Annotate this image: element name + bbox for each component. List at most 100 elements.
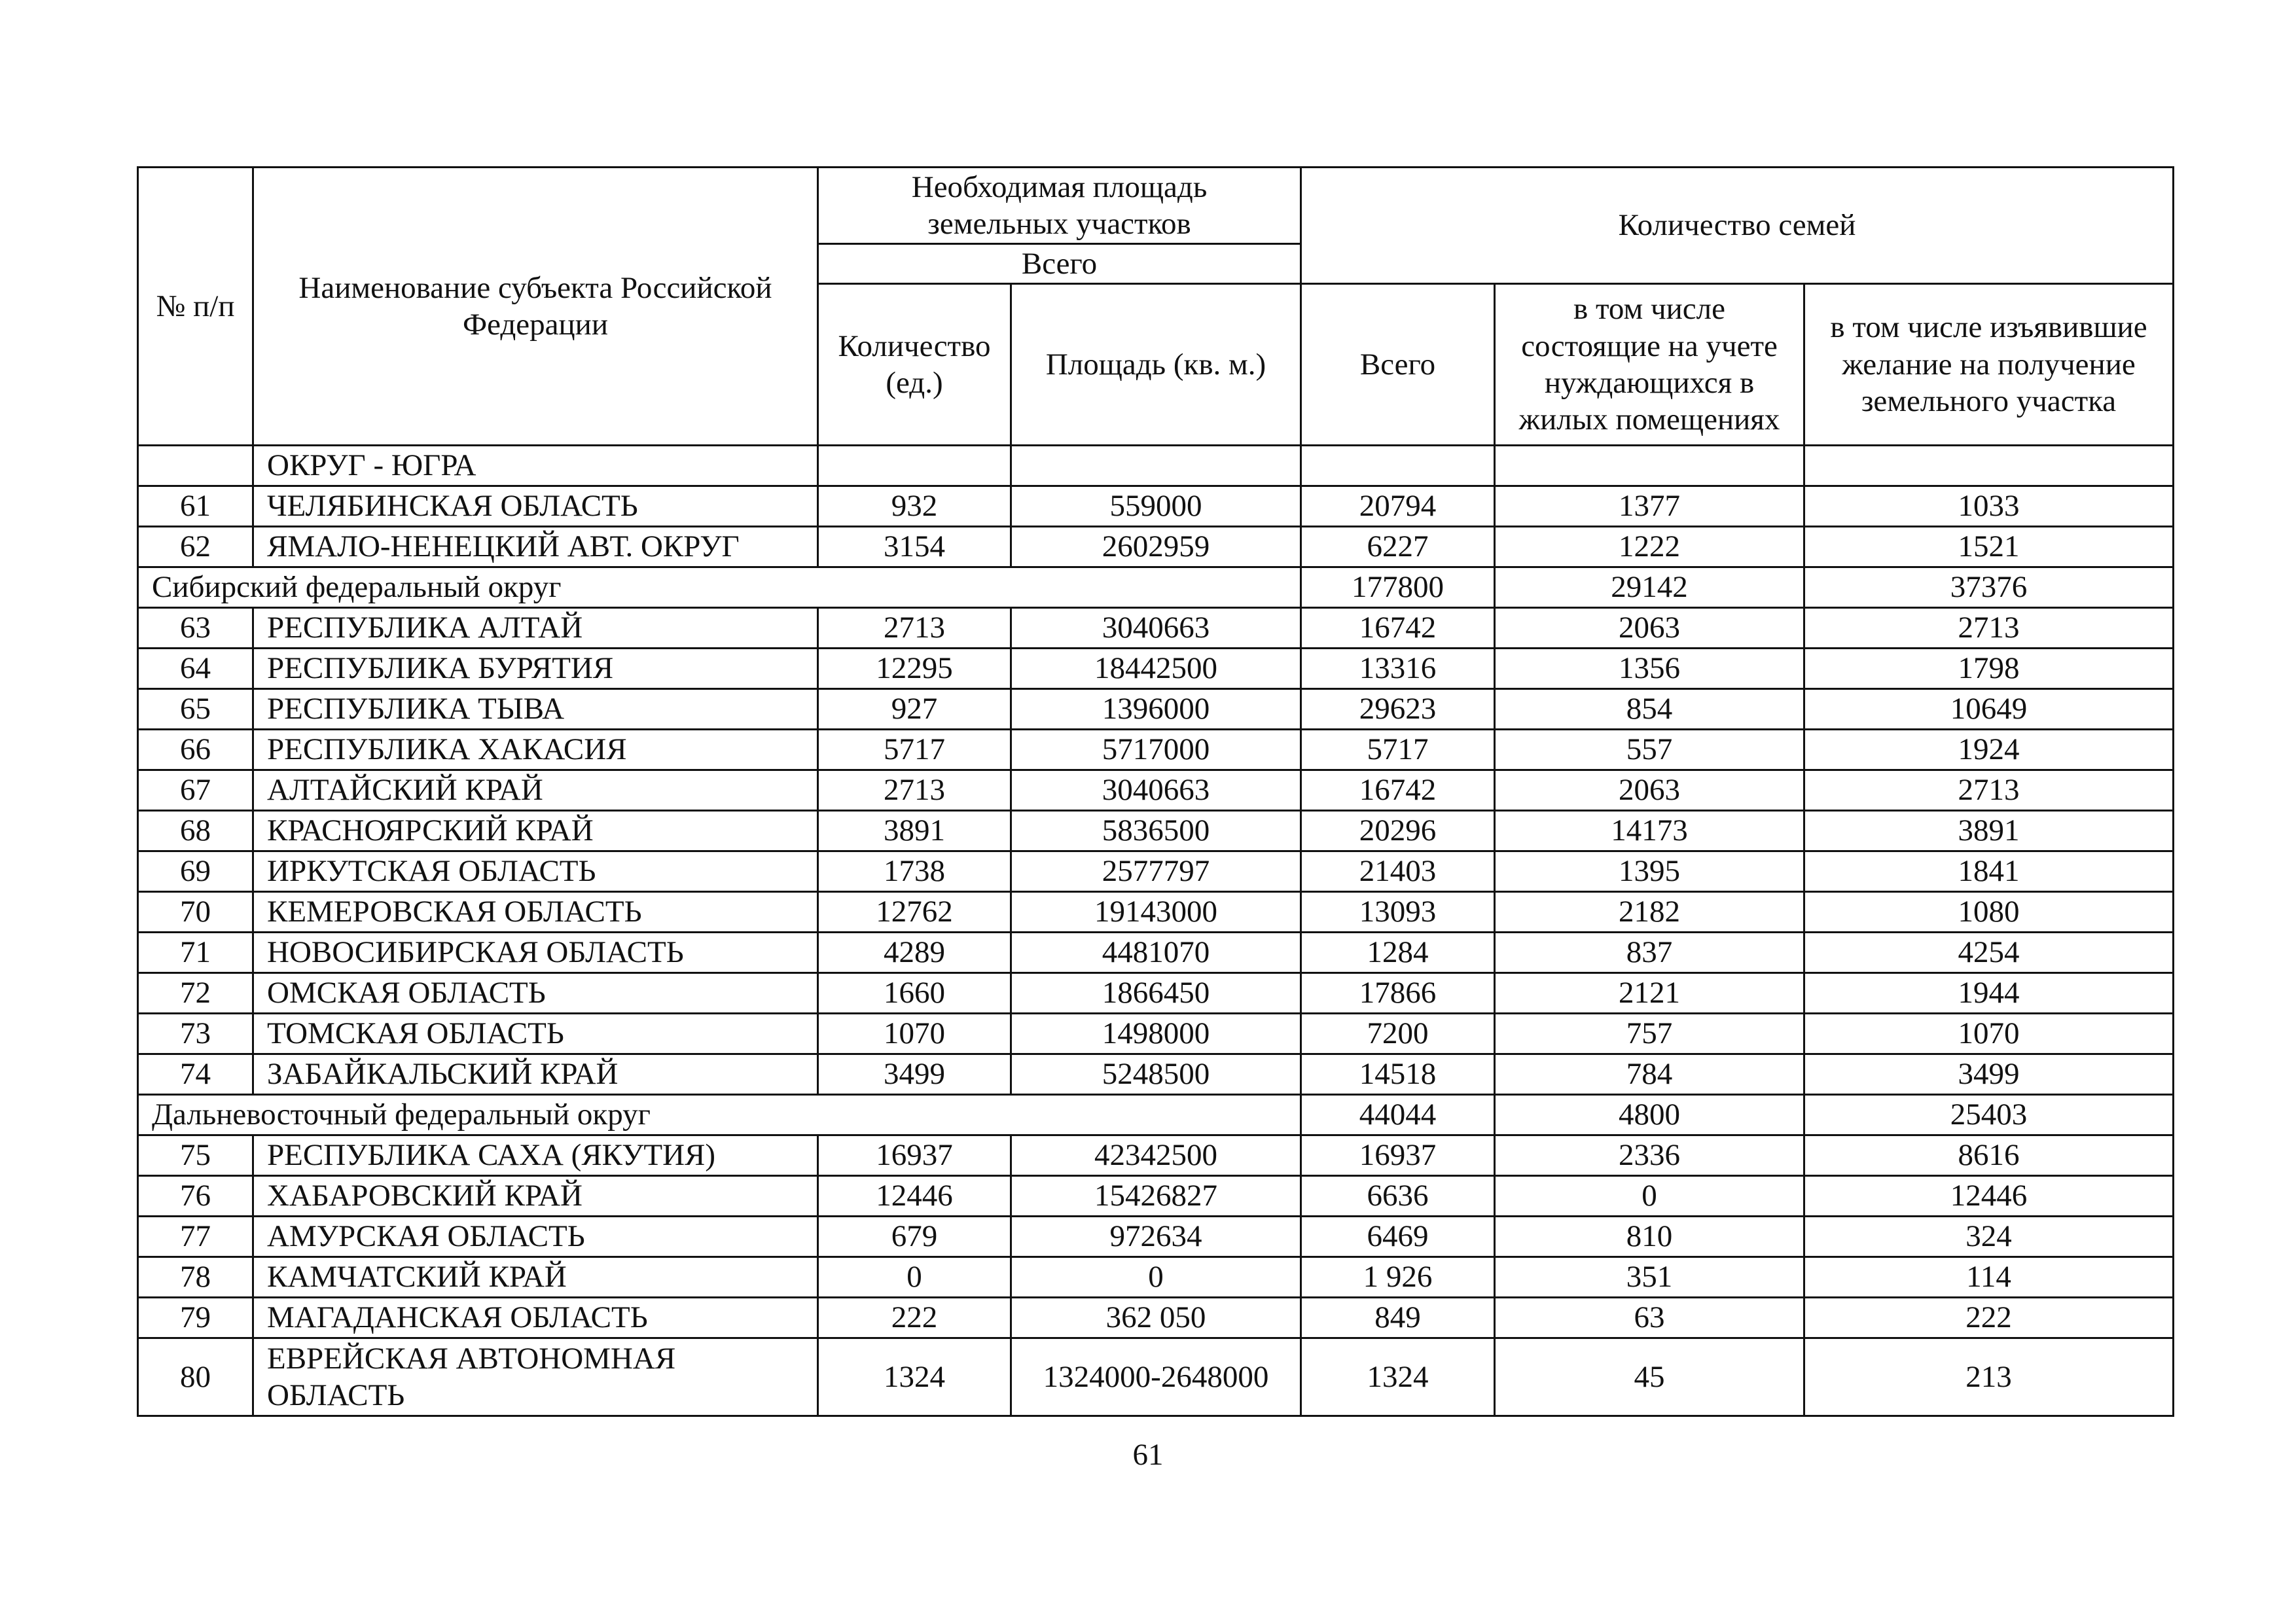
- table-cell: 70: [137, 891, 254, 933]
- table-cell: 1284: [1300, 931, 1496, 974]
- page-number: 61: [1132, 1438, 1164, 1472]
- table-cell: 76: [137, 1175, 254, 1217]
- table-cell: 44044: [1300, 1094, 1496, 1136]
- header-cell: в том числе состоящие на учете нуждающих…: [1494, 283, 1806, 446]
- table-cell: КРАСНОЯРСКИЙ КРАЙ: [252, 810, 819, 852]
- table-cell: 19143000: [1009, 891, 1302, 933]
- table-row: 76 ХАБАРОВСКИЙ КРАЙ 12446 15426827 6636 0 1244…: [137, 1175, 2175, 1217]
- table-cell: КАМЧАТСКИЙ КРАЙ: [252, 1256, 819, 1298]
- table-cell: 5717: [1300, 728, 1496, 771]
- table-cell: 12446: [1803, 1175, 2175, 1217]
- table-cell: 12762: [817, 891, 1012, 933]
- table-cell: 16937: [817, 1134, 1012, 1177]
- table-cell: ЕВРЕЙСКАЯ АВТОНОМНАЯ ОБЛАСТЬ: [252, 1337, 819, 1417]
- table-cell: 14518: [1300, 1053, 1496, 1096]
- table-cell: 3499: [1803, 1053, 2175, 1096]
- table-cell: 63: [137, 607, 254, 649]
- table-cell: 3499: [817, 1053, 1012, 1096]
- table-cell: РЕСПУБЛИКА АЛТАЙ: [252, 607, 819, 649]
- header-cell: № п/п: [137, 166, 254, 446]
- table-cell: 222: [1803, 1296, 2175, 1339]
- table-cell: 18442500: [1009, 647, 1302, 690]
- table-cell: 1521: [1803, 526, 2175, 568]
- table-row: 62 ЯМАЛО-НЕНЕЦКИЙ АВТ. ОКРУГ 3154 2602959 62…: [137, 526, 2175, 568]
- table-row: Дальневосточный федеральный округ 44044 48…: [136, 1094, 2175, 1136]
- table-cell: 4481070: [1009, 931, 1302, 974]
- table-cell: 79: [137, 1296, 254, 1339]
- table-cell: 3891: [1803, 810, 2175, 852]
- table-cell: 972634: [1009, 1215, 1302, 1258]
- table-cell: 2182: [1494, 891, 1806, 933]
- header-cell: Количество (ед.): [817, 283, 1012, 446]
- table-cell: 12295: [817, 647, 1012, 690]
- table-row: 64 РЕСПУБЛИКА БУРЯТИЯ 12295 18442500 13316 13…: [137, 647, 2175, 690]
- table-cell: ОМСКАЯ ОБЛАСТЬ: [252, 972, 819, 1014]
- table-cell: 559000: [1009, 485, 1302, 527]
- table-cell: РЕСПУБЛИКА ТЫВА: [252, 688, 819, 730]
- table-row: 67 АЛТАЙСКИЙ КРАЙ 2713 3040663 16742 2063 2713: [137, 769, 2175, 812]
- table-cell: 1324: [817, 1337, 1012, 1417]
- table-cell: 1944: [1803, 972, 2175, 1014]
- header-cell: Наименование субъекта Российской Федерац…: [252, 166, 819, 446]
- table-cell: 784: [1494, 1053, 1806, 1096]
- table-cell: 64: [137, 647, 254, 690]
- table-cell: 1 926: [1300, 1256, 1496, 1298]
- table-cell: ТОМСКАЯ ОБЛАСТЬ: [252, 1012, 819, 1055]
- table-cell: 78: [137, 1256, 254, 1298]
- table-cell: 1222: [1494, 526, 1806, 568]
- header-cell: Всего: [1300, 283, 1496, 446]
- table-cell: ЧЕЛЯБИНСКАЯ ОБЛАСТЬ: [252, 485, 819, 527]
- table-cell: 2121: [1494, 972, 1806, 1014]
- table-row: 71 НОВОСИБИРСКАЯ ОБЛАСТЬ 4289 4481070 1284 83…: [137, 931, 2175, 974]
- table-cell: 679: [817, 1215, 1012, 1258]
- table-cell: 29623: [1300, 688, 1496, 730]
- table-cell: 21403: [1300, 850, 1496, 893]
- table-cell: 68: [137, 810, 254, 852]
- table-cell: 2713: [1803, 769, 2175, 812]
- table-cell: [1494, 444, 1806, 487]
- table-cell: 2336: [1494, 1134, 1806, 1177]
- table-cell: 213: [1803, 1337, 2175, 1417]
- table-cell: 2063: [1494, 769, 1806, 812]
- table-cell: РЕСПУБЛИКА САХА (ЯКУТИЯ): [252, 1134, 819, 1177]
- table-cell: 77: [137, 1215, 254, 1258]
- table-cell: Сибирский федеральный округ: [136, 566, 1302, 609]
- table-cell: 1841: [1803, 850, 2175, 893]
- table-cell: 5836500: [1009, 810, 1302, 852]
- table-cell: 65: [137, 688, 254, 730]
- table-row: ОКРУГ - ЮГРА: [137, 444, 2175, 487]
- table-cell: 324: [1803, 1215, 2175, 1258]
- table-cell: ОКРУГ - ЮГРА: [252, 444, 819, 487]
- table-cell: ХАБАРОВСКИЙ КРАЙ: [252, 1175, 819, 1217]
- table-cell: 5717: [817, 728, 1012, 771]
- table-row: 72 ОМСКАЯ ОБЛАСТЬ 1660 1866450 17866 2121 1944: [137, 972, 2175, 1014]
- table-cell: 3891: [817, 810, 1012, 852]
- table-row: 79 МАГАДАНСКАЯ ОБЛАСТЬ 222 362 050 849 63 222: [137, 1296, 2175, 1339]
- table-row: 70 КЕМЕРОВСКАЯ ОБЛАСТЬ 12762 19143000 13093 2…: [137, 891, 2175, 933]
- table-cell: 67: [137, 769, 254, 812]
- table-cell: 42342500: [1009, 1134, 1302, 1177]
- table-cell: 4800: [1494, 1094, 1806, 1136]
- table-cell: 15426827: [1009, 1175, 1302, 1217]
- table-cell: 73: [137, 1012, 254, 1055]
- table-cell: 10649: [1803, 688, 2175, 730]
- table-cell: 557: [1494, 728, 1806, 771]
- table-cell: 2713: [817, 769, 1012, 812]
- table-cell: 3154: [817, 526, 1012, 568]
- table-cell: 1498000: [1009, 1012, 1302, 1055]
- table-cell: 1377: [1494, 485, 1806, 527]
- table-cell: 1660: [817, 972, 1012, 1014]
- table-row: 61 ЧЕЛЯБИНСКАЯ ОБЛАСТЬ 932 559000 20794 1377 1…: [137, 485, 2175, 527]
- table-cell: 927: [817, 688, 1012, 730]
- table-cell: 114: [1803, 1256, 2175, 1298]
- table-cell: [1803, 444, 2175, 487]
- table-cell: АЛТАЙСКИЙ КРАЙ: [252, 769, 819, 812]
- table-row: 77 АМУРСКАЯ ОБЛАСТЬ 679 972634 6469 810 324: [137, 1215, 2175, 1258]
- table-cell: 0: [1009, 1256, 1302, 1298]
- table-cell: 12446: [817, 1175, 1012, 1217]
- table-cell: 29142: [1494, 566, 1806, 609]
- table-cell: 13316: [1300, 647, 1496, 690]
- data-table: № п/п Наименование субъекта Российской Ф…: [136, 166, 2175, 1417]
- table-cell: 5248500: [1009, 1053, 1302, 1096]
- table-cell: 177800: [1300, 566, 1496, 609]
